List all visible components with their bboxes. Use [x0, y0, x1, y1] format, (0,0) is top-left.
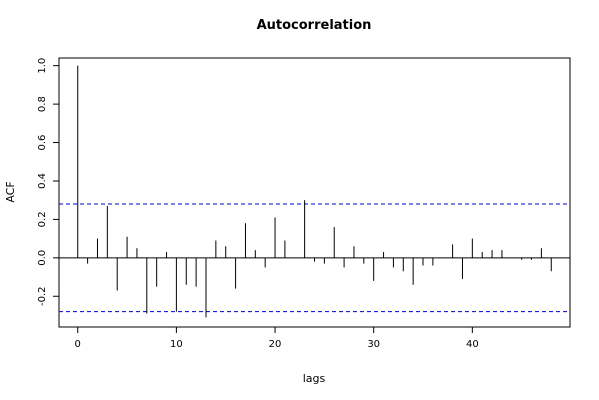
x-axis: 0 10 20 30 40 [75, 327, 479, 350]
y-tick-label: 0.4 [37, 173, 48, 189]
y-tick-label: -0.2 [37, 286, 48, 306]
x-tick-label: 20 [269, 339, 282, 350]
y-tick-label: 0.8 [37, 96, 48, 112]
x-tick-label: 10 [170, 339, 183, 350]
y-tick-label: 0.2 [37, 211, 48, 227]
y-axis-label: ACF [4, 181, 17, 202]
acf-bars [77, 65, 552, 318]
x-tick-label: 0 [75, 339, 81, 350]
x-axis-label: lags [303, 372, 326, 385]
x-tick-label: 30 [367, 339, 380, 350]
y-tick-label: 1.0 [37, 58, 48, 74]
y-axis: -0.2 0.0 0.2 0.4 0.6 0.8 1.0 [37, 58, 59, 306]
y-tick-label: 0.6 [37, 135, 48, 151]
y-tick-label: 0.0 [37, 250, 48, 266]
chart-title: Autocorrelation [257, 18, 372, 33]
x-tick-label: 40 [466, 339, 479, 350]
plot-frame [58, 57, 571, 328]
